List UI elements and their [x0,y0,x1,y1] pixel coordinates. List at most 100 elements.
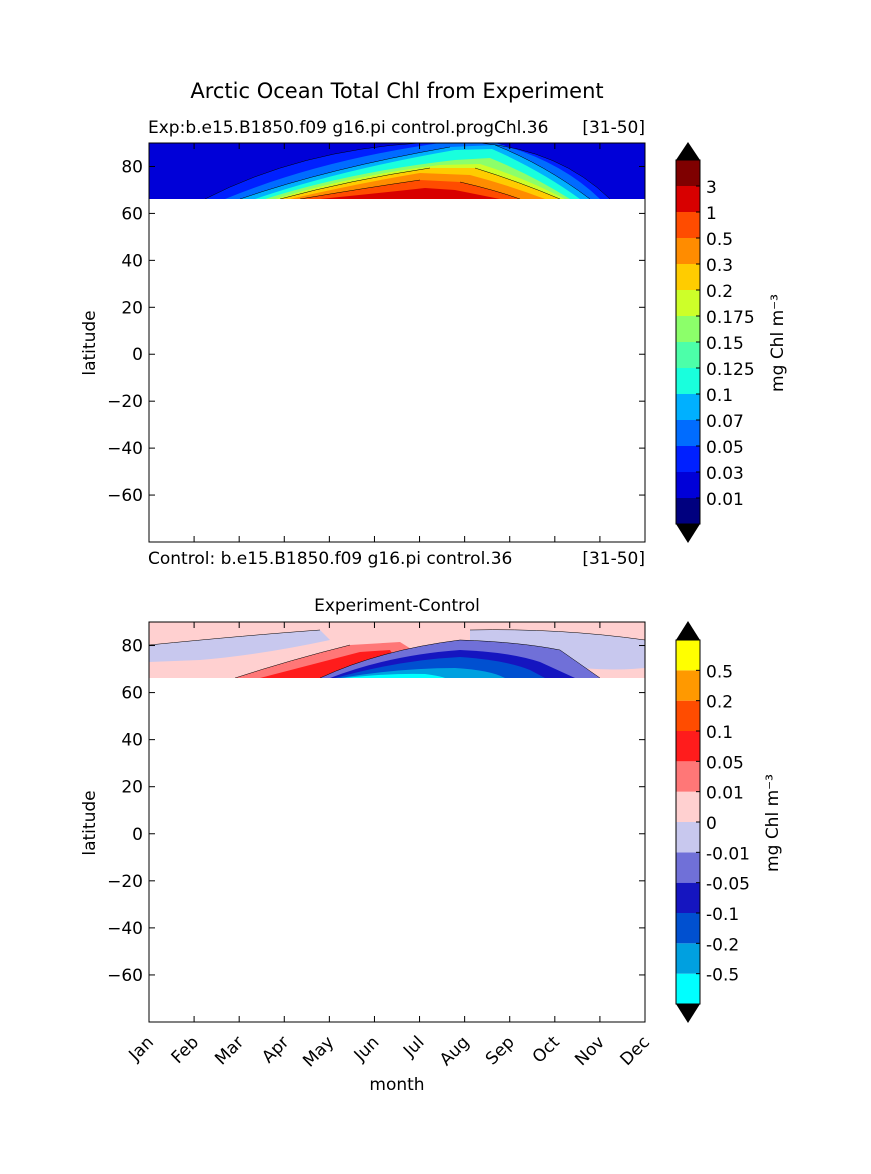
y-tick-label: −20 [107,872,143,892]
bottom-panel-subtitle-range: [31-50] [582,549,645,569]
colorbar-tick-label: -0.05 [706,875,750,895]
y-tick-label: −40 [107,439,143,459]
colorbar-tick-label: 0.2 [706,693,733,713]
colorbar-segment [676,791,700,822]
colorbar-extend-min [676,1004,700,1023]
y-tick-label: 80 [121,157,143,177]
colorbar-tick-label: 0.175 [706,308,755,328]
bottom-contour-neg0.01-left [149,630,330,662]
x-tick-label: Feb [168,1032,203,1067]
colorbar-tick-label: 3 [706,178,717,198]
bottom-panel-title: Experiment-Control [314,596,480,616]
top-y-axis-label: latitude [80,310,100,375]
colorbar-segment [676,446,700,472]
bottom-y-axis: 80 60 40 20 0 −20 −40 −60 [107,637,645,986]
colorbar-tick-label: 0.1 [706,386,733,406]
x-tick-label: Apr [258,1032,293,1067]
colorbar-extend-max [676,142,700,160]
colorbar-segment [676,342,700,368]
colorbar-segment [676,640,700,671]
bottom-x-axis-label: month [369,1075,424,1095]
x-tick-label: Oct [529,1032,564,1067]
colorbar-tick-label: 1 [706,204,717,224]
colorbar-segment [676,731,700,762]
bottom-colorbar: -0.5 -0.2 -0.1 -0.05 -0.01 0 0.01 0.05 0.1 0.2 0.5 [675,621,750,1023]
x-tick-label: May [299,1032,338,1071]
top-y-axis: 80 60 40 20 0 −20 −40 −60 [107,157,645,506]
bottom-y-axis-label: latitude [80,790,100,855]
colorbar-extend-min [676,524,700,543]
bottom-panel: Control: b.e15.B1850.f09 g16.pi control.… [80,549,783,1095]
top-colorbar: 0.01 0.03 0.05 0.07 0.1 0.125 0.15 0.175 0.2 0.3 0… [675,142,755,543]
colorbar-segment [676,700,700,731]
colorbar-tick-label: -0.2 [706,935,739,955]
y-tick-label: 60 [121,204,143,224]
colorbar-tick-label: 0.125 [706,360,755,380]
y-tick-label: −60 [107,486,143,506]
y-tick-label: 20 [121,298,143,318]
x-tick-label: Sep [482,1032,519,1069]
y-tick-label: 80 [121,637,143,657]
colorbar-segment [676,420,700,446]
colorbar-segment [676,238,700,264]
colorbar-segment [676,264,700,290]
colorbar-tick-label: 0.5 [706,662,733,682]
colorbar-segment [676,913,700,944]
colorbar-tick-label: 0 [706,814,717,834]
colorbar-tick-label: 0.3 [706,256,733,276]
y-tick-label: 20 [121,778,143,798]
top-colorbar-label: mg Chl m⁻³ [768,294,788,392]
colorbar-segment [676,472,700,498]
colorbar-tick-label: -0.1 [706,905,739,925]
x-tick-label: Jun [350,1032,384,1066]
colorbar-segment [676,761,700,792]
colorbar-tick-label: -0.5 [706,966,739,986]
colorbar-segment [676,160,700,186]
x-tick-label: Dec [617,1032,654,1069]
colorbar-segment [676,368,700,394]
top-panel: Exp:b.e15.B1850.f09 g16.pi control.progC… [80,118,788,543]
colorbar-tick-label: 0.5 [706,230,733,250]
bottom-panel-subtitle: Control: b.e15.B1850.f09 g16.pi control.… [148,549,512,569]
colorbar-tick-label: 0.05 [706,753,744,773]
bottom-axes-frame [148,621,646,1023]
top-contour-lines [204,143,611,199]
colorbar-tick-label: 0.1 [706,723,733,743]
y-tick-label: 0 [132,345,143,365]
colorbar-tick-label: 0.07 [706,412,744,432]
y-tick-label: 60 [121,684,143,704]
top-heatmap [149,143,645,199]
top-axes-frame [148,142,646,543]
bottom-colorbar-label: mg Chl m⁻³ [763,774,783,872]
x-tick-label: Mar [211,1032,248,1069]
bottom-heatmap [149,622,645,678]
y-tick-label: 0 [132,825,143,845]
figure-title: Arctic Ocean Total Chl from Experiment [190,79,603,103]
colorbar-tick-label: -0.01 [706,844,750,864]
colorbar-segment [676,212,700,238]
x-tick-label: Jan [125,1032,158,1065]
colorbar-segment [676,290,700,316]
colorbar-segment [676,943,700,974]
bottom-x-axis: Jan Feb Mar Apr May Jun Jul Aug Sep Oct Nov Dec [125,622,654,1071]
colorbar-segment [676,882,700,913]
top-panel-title-range: [31-50] [582,118,645,138]
colorbar-extend-max [676,621,700,640]
colorbar-tick-label: 0.03 [706,464,744,484]
x-tick-label: Aug [436,1032,474,1070]
colorbar-segment [676,498,700,524]
colorbar-tick-label: 0.05 [706,438,744,458]
y-tick-label: −20 [107,392,143,412]
colorbar-tick-label: 0.2 [706,282,733,302]
colorbar-segment [676,822,700,853]
bottom-contour-neg-max [345,673,445,678]
colorbar-segment [676,670,700,701]
colorbar-segment [676,973,700,1004]
y-tick-label: 40 [121,731,143,751]
colorbar-segment [676,186,700,212]
bottom-contour-lines [149,629,645,678]
top-x-axis-ticks [148,143,646,542]
colorbar-tick-label: 0.01 [706,490,744,510]
colorbar-segment [676,852,700,883]
y-tick-label: 40 [121,251,143,271]
